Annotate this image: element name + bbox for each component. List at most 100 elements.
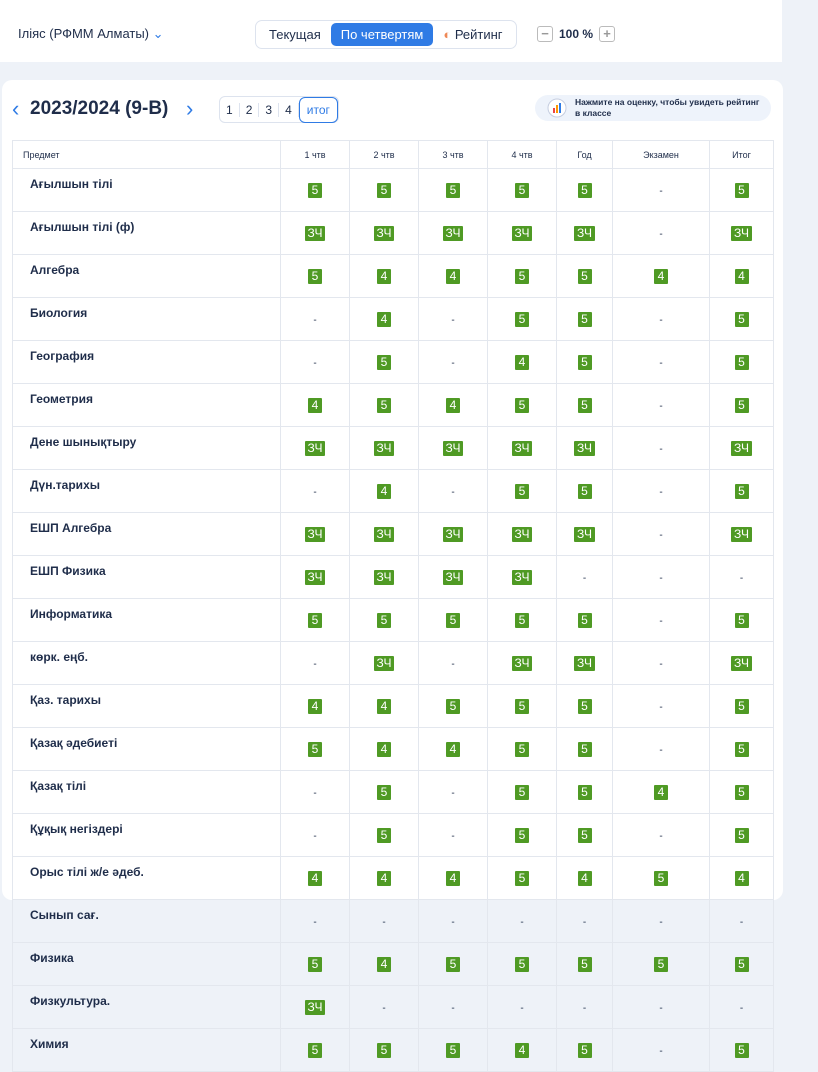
grade-badge[interactable]: 5 <box>734 612 749 628</box>
grade-badge[interactable]: 5 <box>308 182 322 198</box>
grade-badge[interactable]: 5 <box>377 612 391 628</box>
grade-badge[interactable]: 4 <box>308 397 322 413</box>
grade-badge[interactable]: 5 <box>377 827 391 843</box>
grade-badge[interactable]: ЗЧ <box>373 526 395 542</box>
user-select[interactable]: Іліяс (РФММ Алматы) ⌄ <box>18 26 164 41</box>
period-tab[interactable]: 2 <box>240 102 260 117</box>
next-year[interactable]: › <box>186 96 194 121</box>
grade-badge[interactable]: 5 <box>734 956 749 972</box>
grade-badge[interactable]: 5 <box>308 268 322 284</box>
grade-badge[interactable]: ЗЧ <box>442 440 464 456</box>
grade-badge[interactable]: 4 <box>377 268 391 284</box>
grade-badge[interactable]: 5 <box>734 182 749 198</box>
grade-badge[interactable]: 4 <box>515 1042 529 1058</box>
grade-badge[interactable]: ЗЧ <box>304 225 326 241</box>
grade-badge[interactable]: ЗЧ <box>511 526 533 542</box>
grade-badge[interactable]: ЗЧ <box>731 440 752 456</box>
grade-badge[interactable]: 4 <box>446 268 460 284</box>
grade-badge[interactable]: 4 <box>377 483 391 499</box>
grade-badge[interactable]: 5 <box>515 182 529 198</box>
grade-badge[interactable]: ЗЧ <box>304 569 326 585</box>
grade-badge[interactable]: 5 <box>446 612 460 628</box>
grade-badge[interactable]: 5 <box>515 870 529 886</box>
grade-badge[interactable]: 5 <box>446 182 460 198</box>
grade-badge[interactable]: 5 <box>377 1042 391 1058</box>
zoom-out[interactable]: − <box>537 26 553 42</box>
grade-badge[interactable]: 5 <box>577 784 592 800</box>
grade-badge[interactable]: 5 <box>734 311 749 327</box>
view-tab[interactable]: ◐ Рейтинг <box>443 27 503 42</box>
grade-badge[interactable]: 5 <box>577 182 592 198</box>
grade-badge[interactable]: 5 <box>515 784 529 800</box>
grade-badge[interactable]: 5 <box>577 698 592 714</box>
grade-badge[interactable]: ЗЧ <box>304 999 326 1015</box>
grade-badge[interactable]: 4 <box>446 741 460 757</box>
grade-badge[interactable]: ЗЧ <box>442 225 464 241</box>
grade-badge[interactable]: ЗЧ <box>731 655 752 671</box>
grade-badge[interactable]: 5 <box>734 741 749 757</box>
grade-badge[interactable]: 5 <box>654 956 668 972</box>
grade-badge[interactable]: ЗЧ <box>574 440 595 456</box>
grade-badge[interactable]: 5 <box>515 483 529 499</box>
grade-badge[interactable]: ЗЧ <box>731 526 752 542</box>
grade-badge[interactable]: 5 <box>515 268 529 284</box>
grade-badge[interactable]: ЗЧ <box>511 440 533 456</box>
grade-badge[interactable]: 5 <box>377 354 391 370</box>
grade-badge[interactable]: 4 <box>377 741 391 757</box>
grade-badge[interactable]: ЗЧ <box>574 225 595 241</box>
grade-badge[interactable]: 4 <box>734 268 749 284</box>
grade-badge[interactable]: 5 <box>515 741 529 757</box>
grade-badge[interactable]: 5 <box>377 784 391 800</box>
grade-badge[interactable]: 5 <box>308 956 322 972</box>
grade-badge[interactable]: 5 <box>515 956 529 972</box>
grade-badge[interactable]: 5 <box>577 311 592 327</box>
period-tab[interactable]: 3 <box>259 102 280 117</box>
view-tab[interactable]: По четвертям <box>330 23 434 46</box>
grade-badge[interactable]: 5 <box>734 354 749 370</box>
grade-badge[interactable]: 4 <box>377 311 391 327</box>
grade-badge[interactable]: ЗЧ <box>511 225 533 241</box>
grade-badge[interactable]: 4 <box>654 784 668 800</box>
grade-badge[interactable]: 5 <box>515 397 529 413</box>
period-tab[interactable]: 4 <box>279 102 299 117</box>
grade-badge[interactable]: 5 <box>515 827 529 843</box>
grade-badge[interactable]: ЗЧ <box>304 526 326 542</box>
grade-badge[interactable]: ЗЧ <box>373 440 395 456</box>
grade-badge[interactable]: 5 <box>308 741 322 757</box>
grade-badge[interactable]: 5 <box>577 483 592 499</box>
grade-badge[interactable]: 4 <box>308 870 322 886</box>
grade-badge[interactable]: ЗЧ <box>373 225 395 241</box>
grade-badge[interactable]: ЗЧ <box>442 526 464 542</box>
grade-badge[interactable]: 5 <box>377 182 391 198</box>
period-tab[interactable]: итог <box>298 96 338 123</box>
grade-badge[interactable]: 4 <box>446 870 460 886</box>
grade-badge[interactable]: ЗЧ <box>511 569 533 585</box>
grade-badge[interactable]: 5 <box>654 870 668 886</box>
period-tab[interactable]: 1 <box>220 102 240 117</box>
grade-badge[interactable]: 5 <box>446 1042 460 1058</box>
grade-badge[interactable]: 5 <box>577 827 592 843</box>
grade-badge[interactable]: 5 <box>577 268 592 284</box>
grade-badge[interactable]: 5 <box>577 397 592 413</box>
grade-badge[interactable]: 5 <box>734 784 749 800</box>
grade-badge[interactable]: 5 <box>577 741 592 757</box>
zoom-in[interactable]: + <box>599 26 616 42</box>
grade-badge[interactable]: 5 <box>446 956 460 972</box>
grade-badge[interactable]: 4 <box>734 870 749 886</box>
grade-badge[interactable]: 5 <box>446 698 460 714</box>
grade-badge[interactable]: 5 <box>734 483 749 499</box>
grade-badge[interactable]: 5 <box>515 612 529 628</box>
grade-badge[interactable]: 5 <box>515 311 529 327</box>
grade-badge[interactable]: ЗЧ <box>731 225 752 241</box>
grade-badge[interactable]: 5 <box>577 354 592 370</box>
grade-badge[interactable]: 5 <box>734 827 749 843</box>
grade-badge[interactable]: ЗЧ <box>373 655 395 671</box>
grade-badge[interactable]: ЗЧ <box>373 569 395 585</box>
grade-badge[interactable]: 5 <box>577 612 592 628</box>
grade-badge[interactable]: ЗЧ <box>442 569 464 585</box>
grade-badge[interactable]: ЗЧ <box>304 440 326 456</box>
grade-badge[interactable]: 5 <box>734 1042 749 1058</box>
grade-badge[interactable]: 5 <box>515 698 529 714</box>
grade-badge[interactable]: 5 <box>308 1042 322 1058</box>
grade-badge[interactable]: 4 <box>308 698 322 714</box>
